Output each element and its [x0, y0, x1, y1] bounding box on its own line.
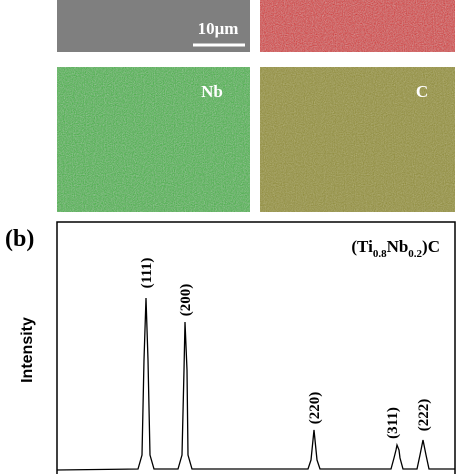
peak-label: (111) — [139, 258, 155, 289]
map-label: Nb — [201, 82, 223, 101]
sem-image — [57, 0, 250, 52]
xrd-pattern — [56, 297, 455, 471]
panel-label: (b) — [5, 226, 34, 252]
y-axis-label: Intensity — [19, 317, 36, 383]
ti-map — [260, 0, 455, 52]
title-subscript: 0.2 — [408, 248, 422, 260]
title-subscript: 0.8 — [373, 248, 387, 260]
map-label: C — [416, 82, 428, 101]
plot-frame — [56, 221, 456, 474]
peak-label: (311) — [385, 407, 401, 439]
peak-label: (222) — [416, 399, 432, 432]
scale-bar-label: 10μm — [198, 19, 239, 38]
c-map-tint — [260, 67, 455, 212]
peak-label: (220) — [307, 392, 323, 425]
c-map — [260, 67, 455, 212]
nb-map — [57, 67, 250, 212]
title-part: )C — [422, 237, 440, 256]
title-part: (Ti — [351, 237, 373, 256]
chart-title: (Ti0.8Nb0.2)C — [351, 237, 440, 260]
title-part: Nb — [387, 237, 409, 256]
peak-label: (200) — [178, 284, 194, 317]
